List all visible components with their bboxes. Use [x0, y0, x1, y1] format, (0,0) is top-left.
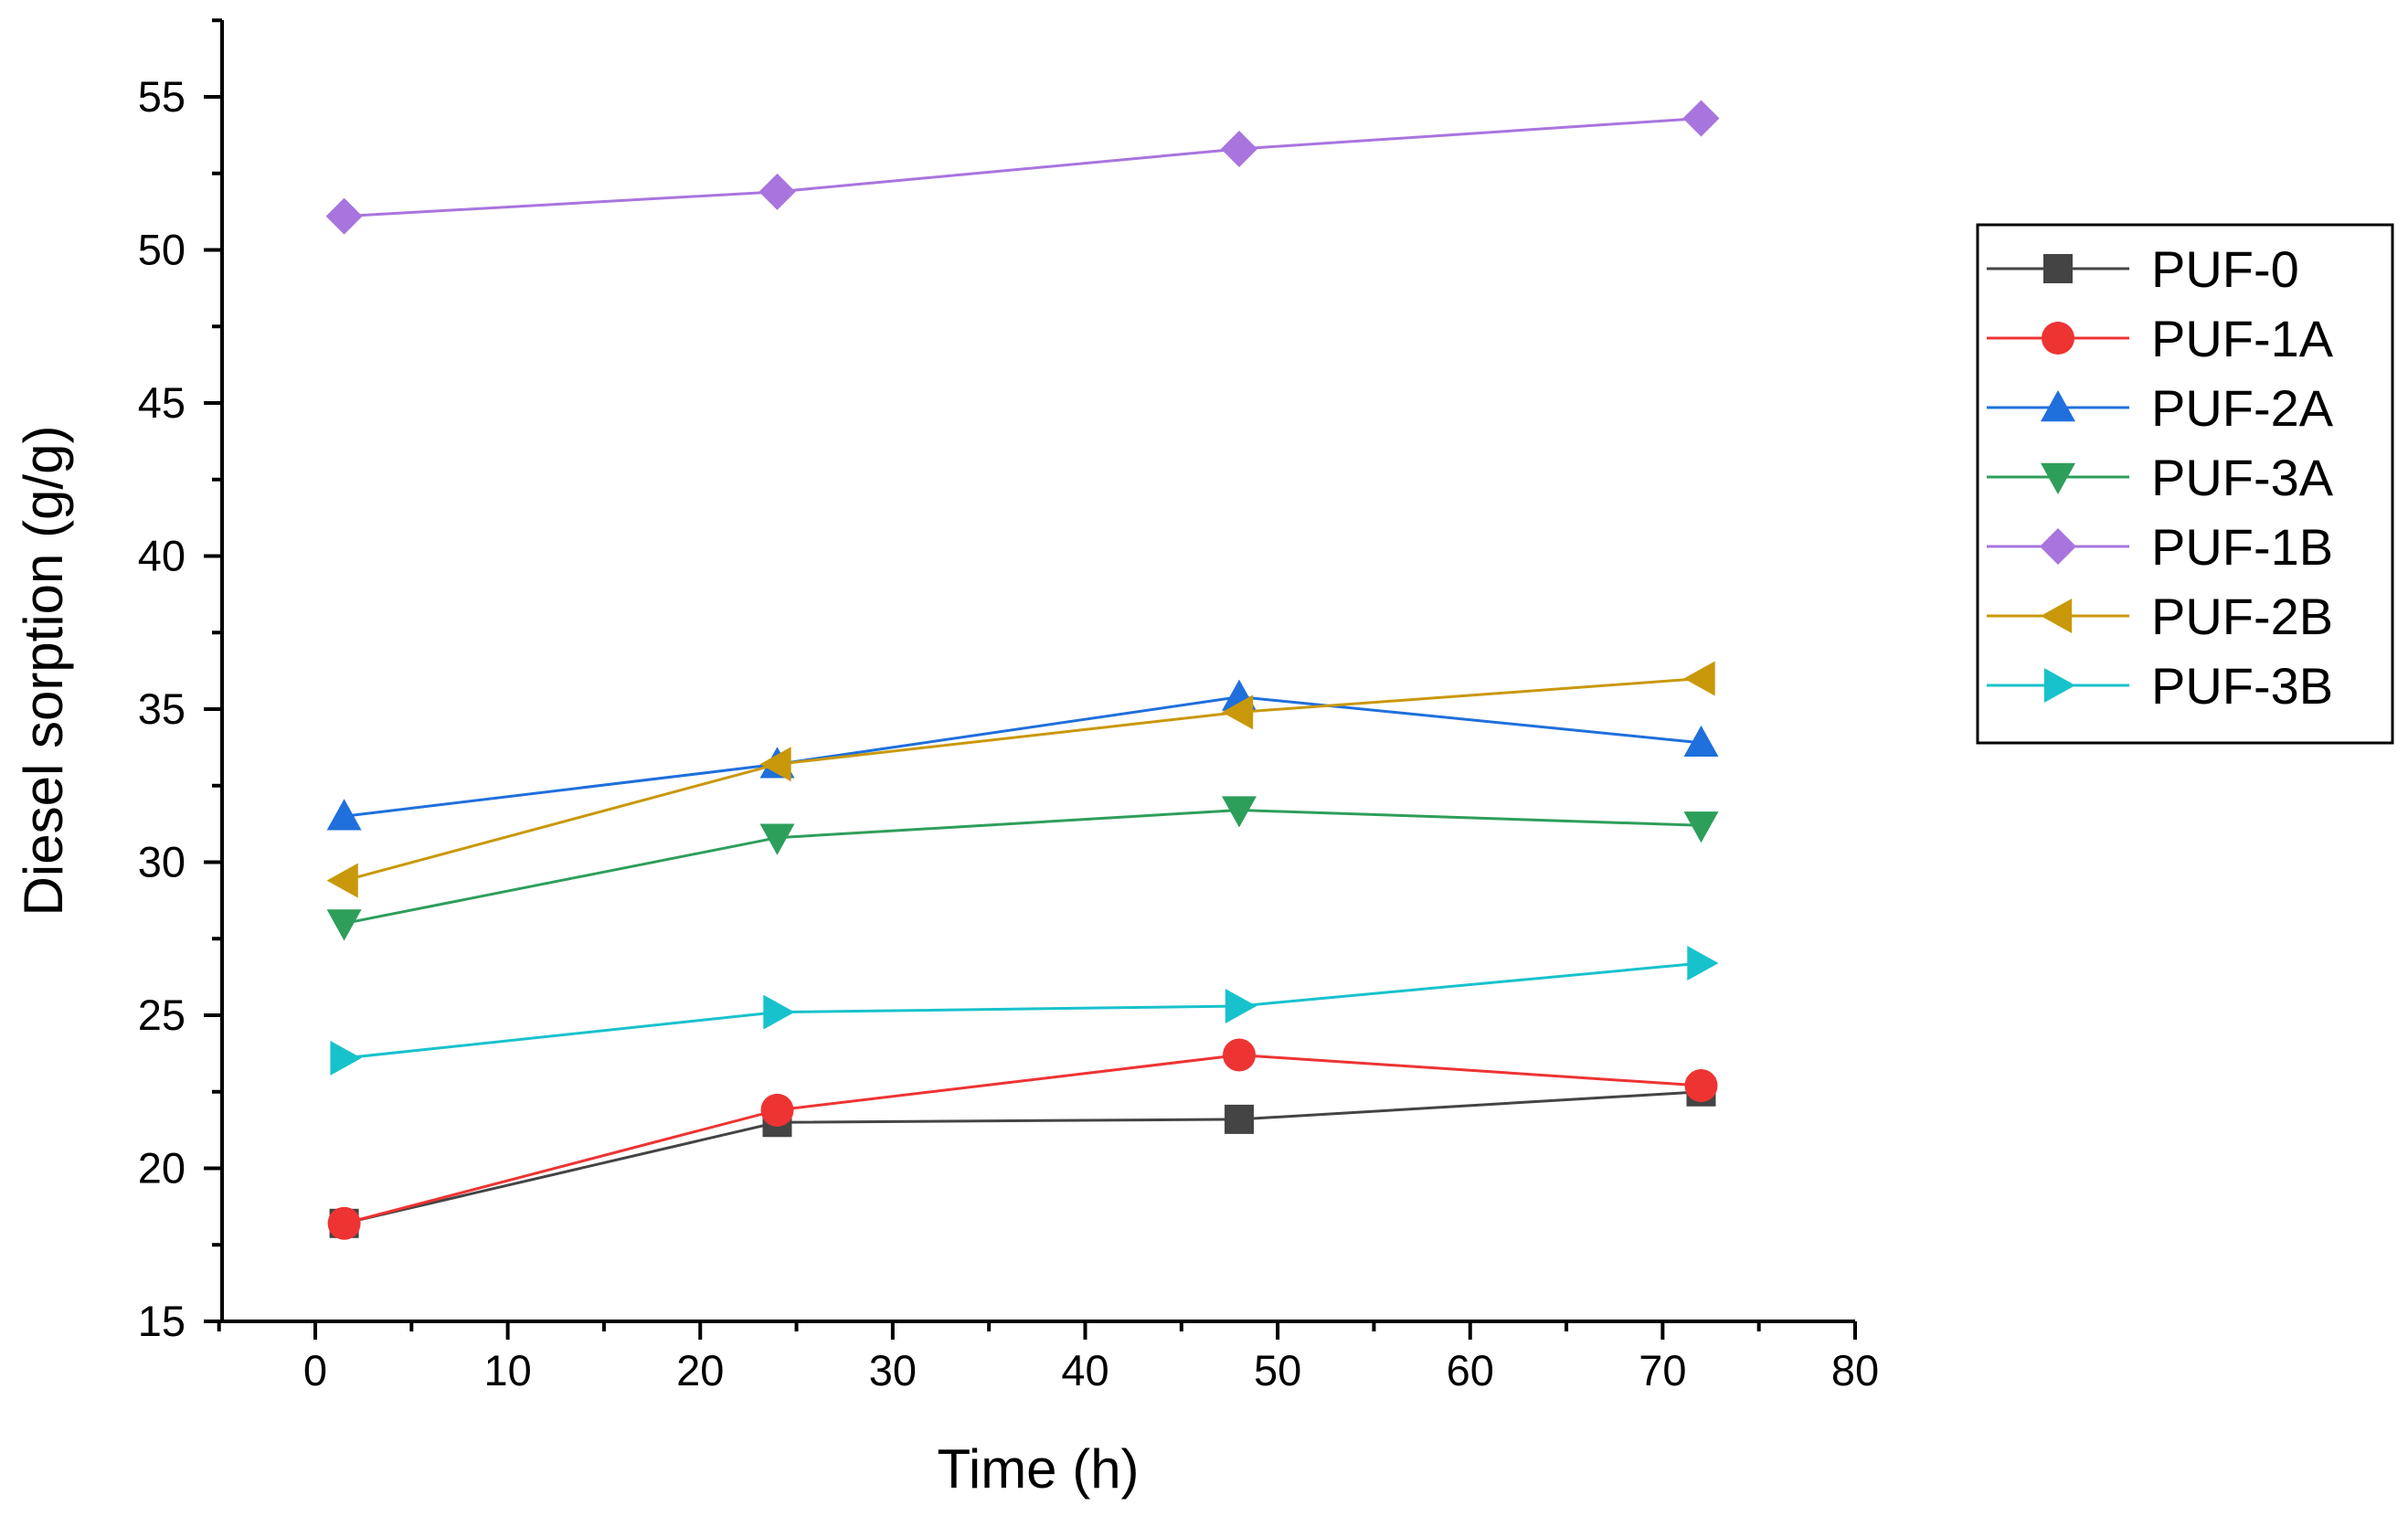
- legend-item-puf-2a: PUF-2A: [1987, 379, 2334, 437]
- y-tick-label: 30: [138, 838, 186, 886]
- data-point-puf-2b: [759, 747, 791, 782]
- data-point-puf-2a: [1683, 725, 1719, 758]
- series-line-puf-2a: [344, 695, 1702, 818]
- x-axis-title: Time (h): [937, 1438, 1139, 1500]
- axes: [220, 20, 1855, 1323]
- x-tick-label: 30: [869, 1346, 917, 1394]
- x-tick-label: 10: [483, 1346, 531, 1394]
- data-point-puf-1a: [1684, 1069, 1718, 1103]
- legend-item-puf-1b: PUF-1B: [1987, 518, 2333, 576]
- legend-marker: [2042, 322, 2074, 355]
- legend-item-puf-3a: PUF-3A: [1987, 449, 2334, 506]
- y-tick-label: 40: [138, 532, 186, 580]
- x-tick-label: 60: [1447, 1346, 1494, 1394]
- data-point-puf-1b: [325, 197, 363, 235]
- data-point-puf-3b: [1225, 988, 1257, 1023]
- legend-label: PUF-1B: [2151, 518, 2333, 576]
- legend-item-puf-3b: PUF-3B: [1987, 657, 2333, 715]
- legend-item-puf-1a: PUF-1A: [1987, 310, 2334, 367]
- data-point-puf-3b: [1687, 946, 1719, 981]
- y-tick-label: 45: [138, 378, 186, 427]
- x-tick-label: 40: [1061, 1346, 1109, 1394]
- data-point-puf-1a: [1223, 1038, 1256, 1072]
- data-point-puf-2b: [1222, 694, 1254, 730]
- x-ticks: 0 10 20 30 40 50 60 70 80: [217, 1321, 1879, 1394]
- data-point-puf-1a: [760, 1093, 794, 1127]
- legend-item-puf-2b: PUF-2B: [1987, 588, 2333, 645]
- data-point-puf-2b: [326, 863, 358, 898]
- series-line-puf-2b: [344, 677, 1702, 883]
- legend-marker: [2041, 462, 2075, 494]
- series-line-puf-1b: [344, 116, 1702, 218]
- x-tick-label: 80: [1831, 1346, 1879, 1394]
- series-line-puf-1a: [344, 1054, 1702, 1225]
- data-point-puf-0: [1225, 1104, 1254, 1134]
- y-ticks: 15 20 25 30 35 40 45 50 55: [138, 18, 222, 1345]
- y-tick-label: 15: [138, 1297, 186, 1345]
- legend-label: PUF-0: [2151, 240, 2299, 298]
- legend-item-puf-0: PUF-0: [1987, 240, 2299, 298]
- data-point-puf-3a: [1683, 811, 1719, 843]
- legend-box: [1976, 223, 2394, 745]
- legend-label: PUF-3B: [2151, 657, 2333, 715]
- legend: PUF-0 PUF-1A PUF-2A PUF-3A PUF-1B PUF-2B PUF-3…: [1976, 223, 2394, 745]
- legend-marker: [2041, 390, 2075, 422]
- series-puf-2b: [326, 661, 1715, 898]
- legend-label: PUF-3A: [2151, 449, 2334, 506]
- data-point-puf-1a: [327, 1206, 361, 1240]
- data-point-puf-3b: [330, 1040, 362, 1076]
- series-puf-3b: [330, 946, 1719, 1076]
- series-puf-3a: [326, 796, 1719, 941]
- series-line-puf-0: [344, 1090, 1702, 1225]
- x-tick-label: 50: [1254, 1346, 1301, 1394]
- y-tick-label: 20: [138, 1144, 186, 1193]
- legend-marker: [2043, 254, 2073, 283]
- series-puf-1b: [325, 100, 1720, 235]
- x-tick-label: 70: [1639, 1346, 1686, 1394]
- legend-label: PUF-1A: [2151, 310, 2334, 367]
- data-point-puf-2b: [1683, 661, 1715, 696]
- series-line-puf-3a: [344, 809, 1702, 925]
- series-puf-0: [329, 1076, 1716, 1238]
- legend-label: PUF-2B: [2151, 588, 2333, 645]
- legend-marker: [2041, 599, 2073, 633]
- series-puf-1a: [327, 1038, 1718, 1240]
- data-point-puf-3b: [763, 994, 795, 1030]
- data-point-puf-1b: [1682, 100, 1720, 137]
- y-tick-label: 35: [138, 684, 186, 733]
- x-tick-label: 0: [303, 1346, 327, 1394]
- y-tick-label: 50: [138, 226, 186, 274]
- legend-marker: [2040, 528, 2076, 565]
- y-axis-title: Diesel sorption (g/g): [13, 426, 74, 917]
- data-point-puf-3a: [326, 909, 362, 941]
- data-point-puf-1b: [758, 173, 796, 210]
- series-group: [325, 100, 1720, 1240]
- y-tick-label: 55: [138, 72, 186, 121]
- series-line-puf-3b: [344, 961, 1702, 1060]
- legend-marker: [2043, 668, 2075, 703]
- series-puf-2a: [326, 679, 1719, 831]
- data-point-puf-3a: [1222, 796, 1257, 828]
- data-point-puf-2a: [326, 799, 362, 831]
- data-point-puf-1b: [1221, 130, 1257, 167]
- y-tick-label: 25: [138, 991, 186, 1039]
- data-point-puf-3a: [759, 823, 795, 855]
- legend-label: PUF-2A: [2151, 379, 2334, 437]
- x-tick-label: 20: [676, 1346, 724, 1394]
